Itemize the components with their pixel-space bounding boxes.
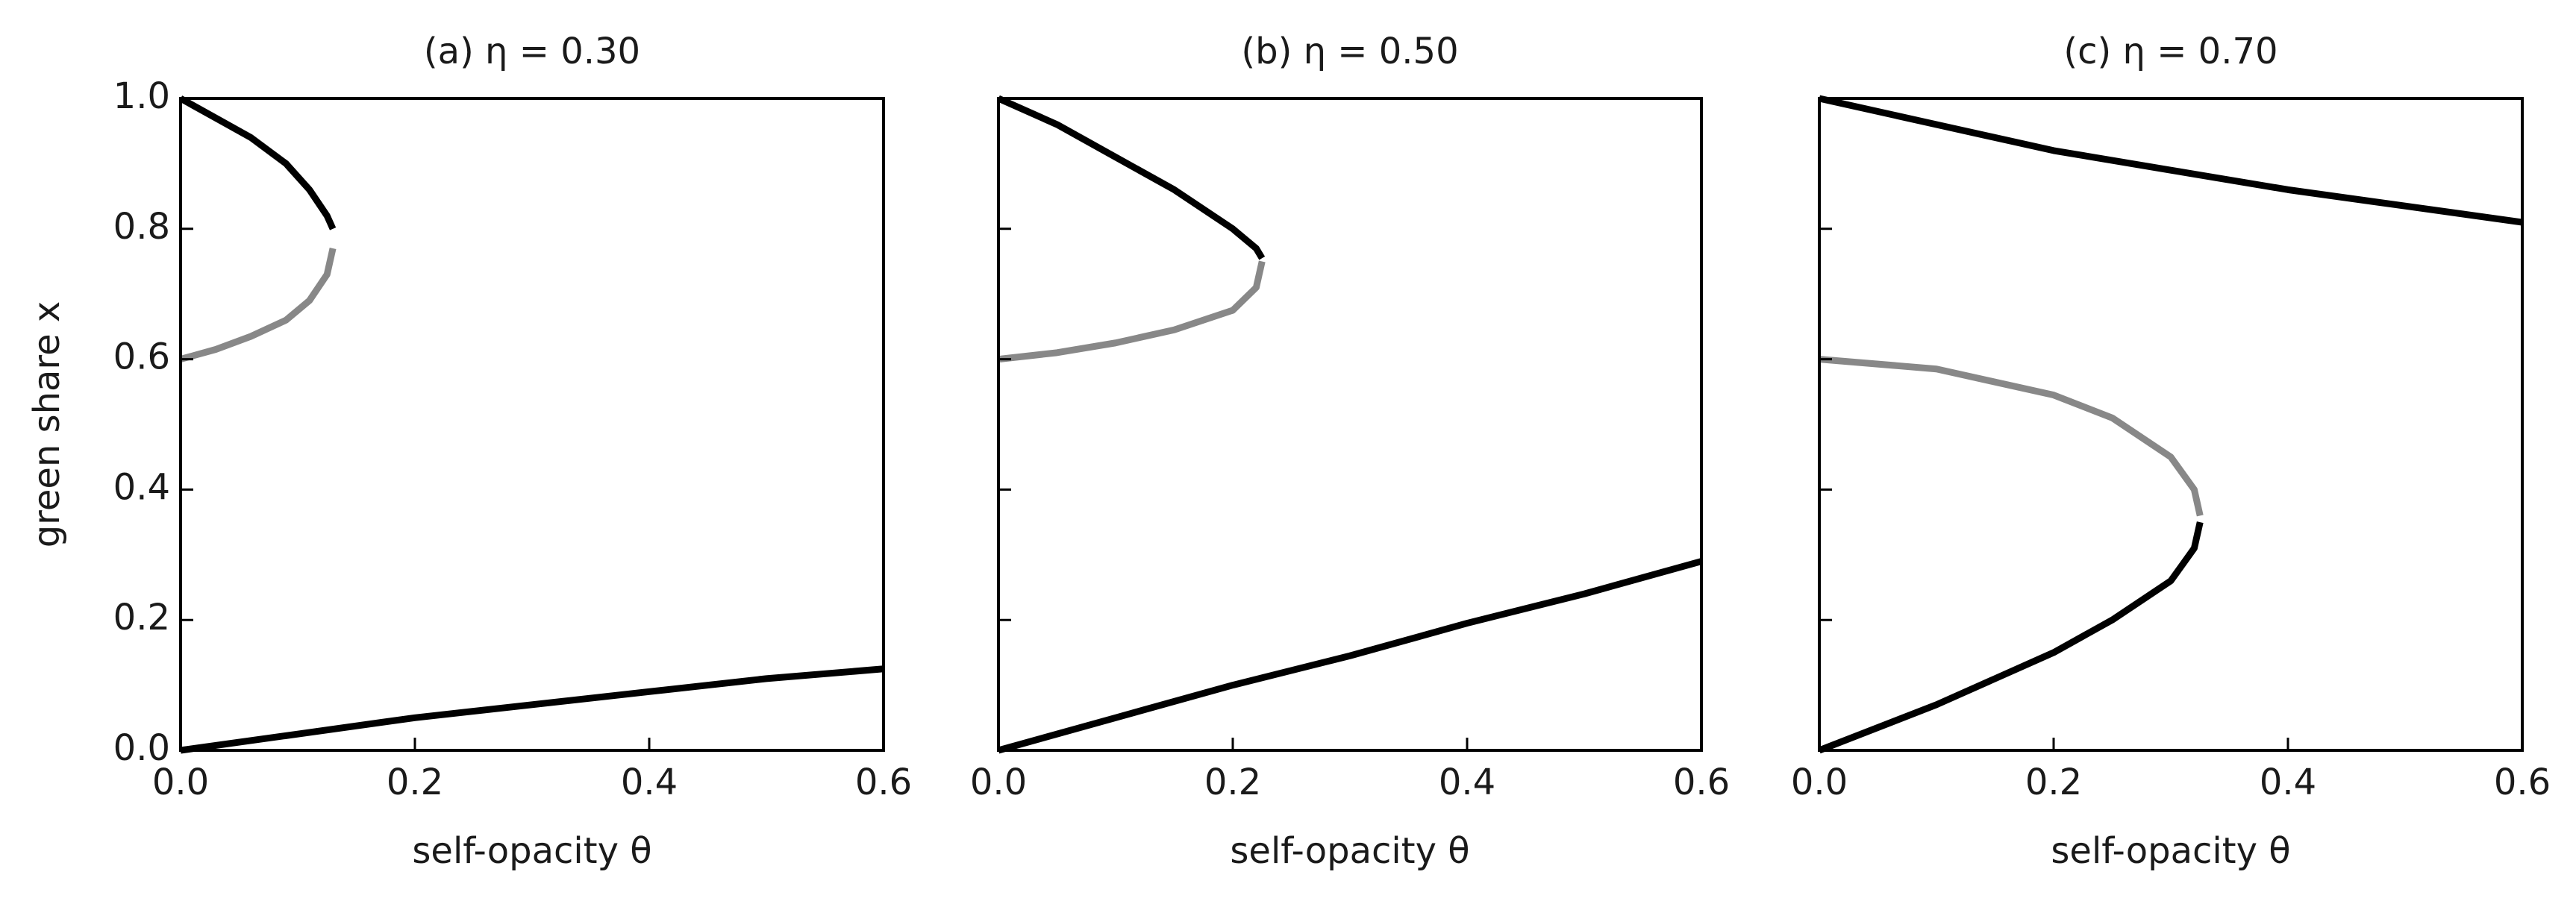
- x-tick-label: 0.2: [387, 762, 443, 803]
- curve: [997, 558, 1703, 754]
- x-tick-label: 0.6: [1673, 762, 1730, 803]
- y-axis-label: green share x: [26, 301, 68, 548]
- panel-title: (a) η = 0.30: [424, 31, 640, 72]
- x-tick-label: 0.0: [1791, 762, 1848, 803]
- x-tick-label: 0.0: [970, 762, 1027, 803]
- y-tick-label: 0.0: [113, 727, 170, 769]
- y-tick-label: 0.4: [113, 466, 170, 508]
- curve: [180, 665, 884, 754]
- x-axis-label: self-opacity θ: [1230, 830, 1469, 872]
- axes-frame: [1818, 97, 2524, 752]
- y-tick-label: 0.6: [113, 336, 170, 378]
- curve: [997, 95, 1266, 260]
- curve: [178, 95, 337, 230]
- panel-title: (c) η = 0.70: [2063, 31, 2278, 72]
- x-tick-label: 0.4: [621, 762, 678, 803]
- curve: [998, 260, 1266, 363]
- y-tick-label: 0.8: [113, 206, 170, 248]
- x-tick-label: 0.0: [152, 762, 209, 803]
- x-tick-label: 0.4: [1439, 762, 1495, 803]
- x-axis-label: self-opacity θ: [2051, 830, 2290, 872]
- curve: [1819, 95, 2523, 226]
- axes-frame: [179, 97, 885, 752]
- x-tick-label: 0.2: [1204, 762, 1261, 803]
- x-tick-label: 0.6: [855, 762, 912, 803]
- y-tick-label: 0.2: [113, 597, 170, 638]
- curve: [179, 248, 337, 362]
- curve: [1819, 356, 2204, 517]
- x-axis-label: self-opacity θ: [412, 830, 651, 872]
- x-tick-label: 0.6: [2494, 762, 2551, 803]
- curve: [1818, 521, 2204, 754]
- x-tick-label: 0.4: [2260, 762, 2316, 803]
- axes-frame: [997, 97, 1703, 752]
- x-tick-label: 0.2: [2025, 762, 2082, 803]
- panel-title: (b) η = 0.50: [1241, 31, 1458, 72]
- y-tick-label: 1.0: [113, 75, 170, 117]
